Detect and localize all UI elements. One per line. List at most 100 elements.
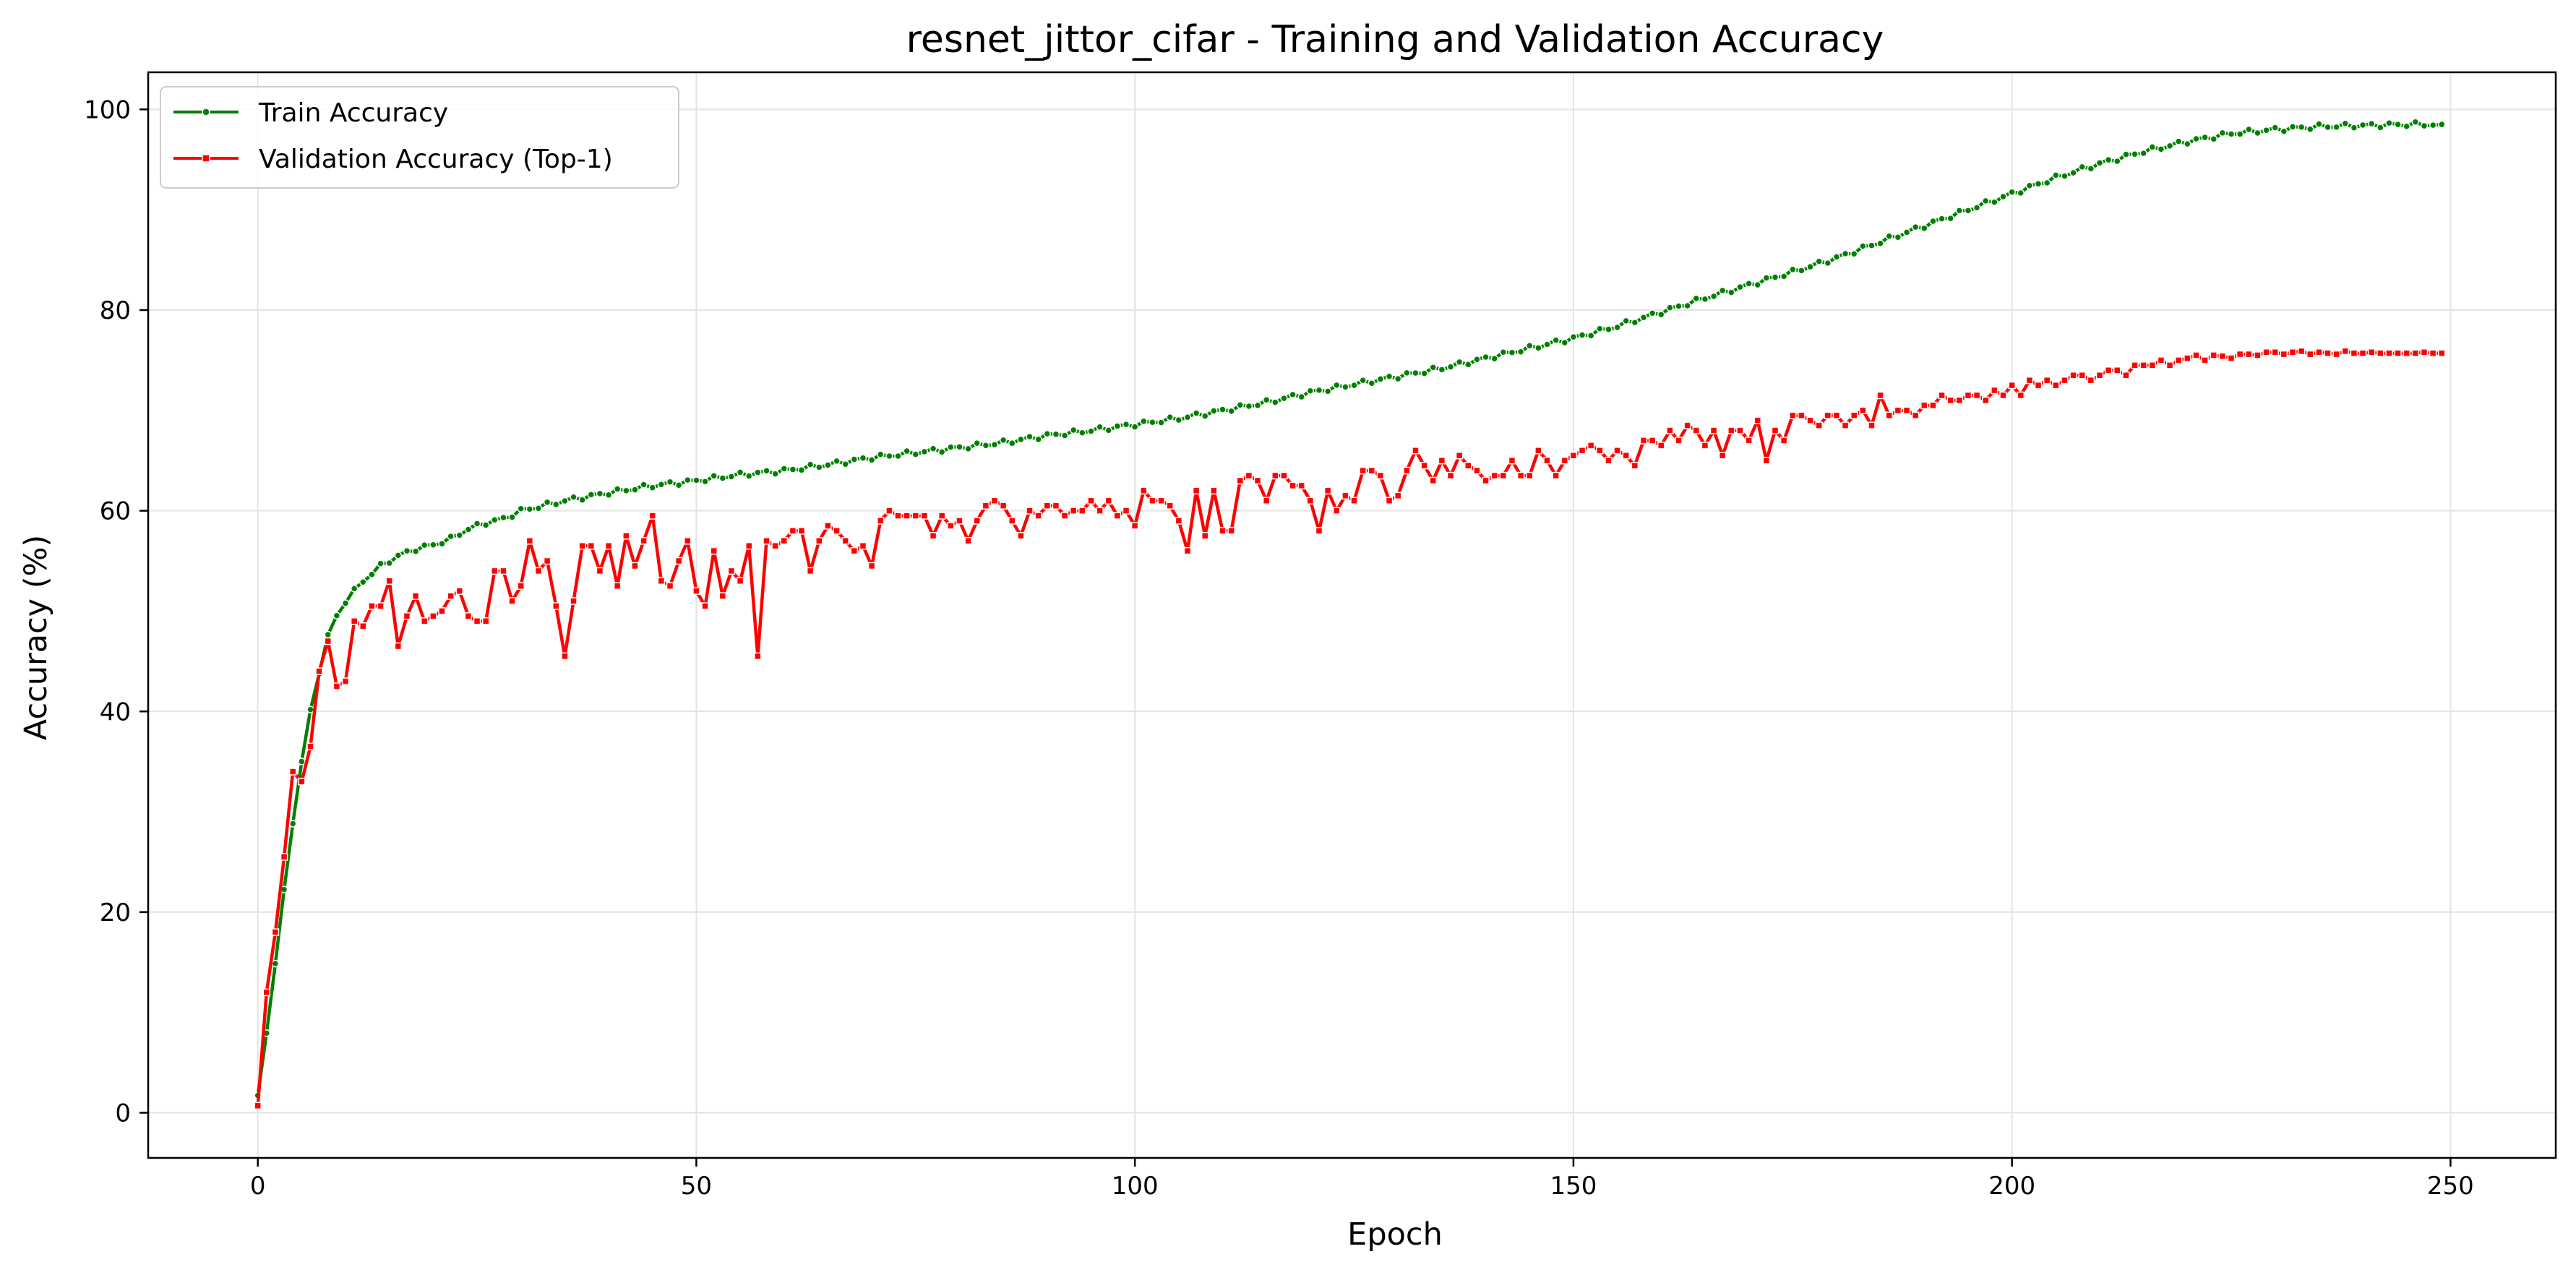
data-point [359,622,367,630]
data-point [1824,411,1832,420]
data-point [850,455,859,463]
data-point [631,562,639,570]
data-point [2315,348,2323,356]
data-point [2245,125,2253,134]
data-point [1113,422,1122,430]
data-point [674,481,683,489]
data-point [1850,249,1858,258]
data-point [877,450,885,458]
data-point [920,512,929,520]
data-point [2227,130,2236,138]
x-tick-label: 250 [2427,1172,2474,1201]
data-point [2437,349,2446,357]
data-point [1859,242,1867,250]
data-point [481,617,490,625]
data-point [1569,332,1578,341]
data-point [324,630,332,639]
data-point [271,959,280,968]
data-point [2227,354,2236,362]
data-point [2385,349,2393,357]
data-point [1841,421,1850,429]
data-point [1516,348,1525,356]
data-point [2052,171,2060,179]
data-point [1464,361,1472,369]
data-point [2245,350,2253,359]
data-point [1429,364,1437,372]
data-point [815,463,823,471]
data-point [1149,418,1156,426]
data-point [956,517,963,525]
data-point [1832,253,1841,261]
data-point [561,652,569,661]
data-point [1920,224,1928,233]
data-point [1149,497,1156,505]
data-point [455,587,464,595]
data-point [763,467,770,475]
data-point [438,540,446,548]
data-point [429,541,437,549]
data-point [2280,127,2288,135]
data-point [894,512,902,520]
data-point [2403,349,2410,357]
data-point [385,559,393,567]
data-point [508,513,516,521]
data-point [754,652,762,661]
data-point [2350,349,2358,357]
data-point [1552,336,1560,344]
data-point [2061,376,2069,385]
data-point [1104,426,1113,434]
data-point [2394,349,2402,357]
data-point [1280,471,1288,480]
data-point [455,531,464,539]
data-point [1008,517,1016,525]
data-point [1683,421,1691,429]
data-point [403,612,411,620]
data-point [2184,354,2191,362]
data-point [1262,396,1271,404]
data-point [332,682,341,690]
data-point [789,465,797,473]
data-point [2113,157,2121,166]
data-point [1964,391,1972,400]
data-point [306,742,314,751]
data-point [1815,257,1823,265]
y-axis-label: Accuracy (%) [18,535,54,740]
data-point [394,642,403,651]
data-point [1972,391,1981,400]
data-point [1297,481,1305,490]
y-tick-label: 40 [100,697,131,726]
legend-marker [202,108,210,116]
data-point [341,599,350,607]
data-point [324,637,332,645]
data-point [1306,497,1315,505]
data-point [1403,466,1411,475]
data-point [1236,476,1245,485]
data-point [833,457,841,465]
data-point [1666,304,1674,312]
data-point [2122,150,2130,158]
legend-label-validation: Validation Accuracy (Top-1) [259,145,613,174]
data-point [850,546,859,555]
legend-marker [202,154,210,163]
data-point [2069,168,2077,177]
data-point [1052,430,1060,439]
data-point [2192,134,2200,143]
data-point [587,491,596,499]
data-point [1920,401,1928,410]
data-point [2201,133,2209,142]
data-point [613,485,622,493]
data-point [2157,356,2165,364]
data-point [288,820,297,828]
data-point [2420,121,2429,130]
data-point [2017,189,2025,197]
data-point [1166,502,1174,510]
data-point [631,486,639,494]
data-point [359,578,367,586]
data-point [491,516,499,524]
data-point [2104,366,2113,374]
data-point [578,541,586,550]
data-point [990,440,999,449]
data-point [420,617,429,625]
data-point [648,484,657,491]
